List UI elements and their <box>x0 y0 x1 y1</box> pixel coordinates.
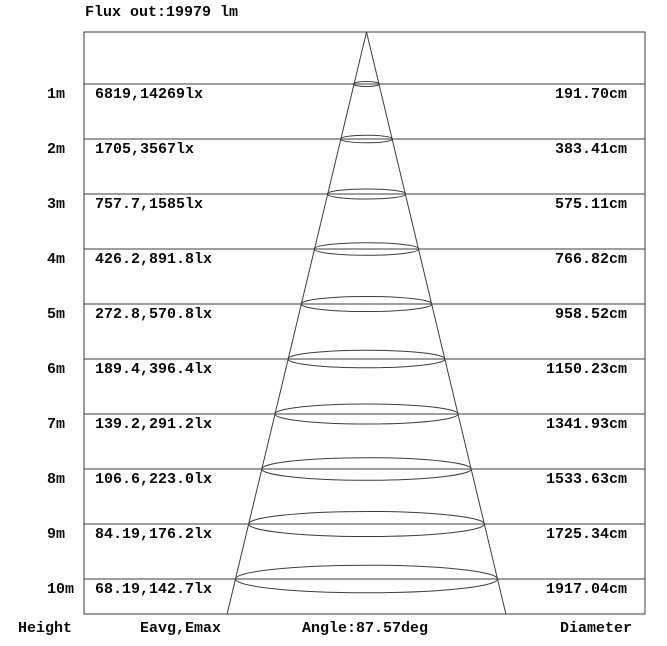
height-label: 6m <box>47 361 66 378</box>
height-label: 10m <box>47 581 75 598</box>
eavg-emax-value: 426.2,891.8lx <box>95 251 213 268</box>
diameter-value: 958.52cm <box>554 306 627 323</box>
eavg-emax-value: 1705,3567lx <box>95 141 195 158</box>
diameter-value: 1150.23cm <box>545 361 627 378</box>
eavg-emax-value: 272.8,570.8lx <box>95 306 213 323</box>
height-label: 8m <box>47 471 66 488</box>
height-label: 1m <box>47 86 66 103</box>
height-label: 2m <box>47 141 66 158</box>
beam-angle-label: Angle:87.57deg <box>302 620 429 637</box>
diameter-value: 1917.04cm <box>545 581 627 598</box>
diameter-value: 1341.93cm <box>545 416 627 433</box>
diameter-value: 575.11cm <box>554 196 627 213</box>
column-label-eavg-emax: Eavg,Emax <box>140 620 222 637</box>
eavg-emax-value: 139.2,291.2lx <box>95 416 213 433</box>
height-label: 3m <box>47 196 66 213</box>
eavg-emax-value: 84.19,176.2lx <box>95 526 213 543</box>
beam-spot-ellipse <box>339 134 394 144</box>
cone-left-edge <box>226 31 367 615</box>
height-label: 7m <box>47 416 66 433</box>
eavg-emax-value: 106.6,223.0lx <box>95 471 213 488</box>
height-label: 4m <box>47 251 66 268</box>
height-label: 9m <box>47 526 66 543</box>
flux-out-label: Flux out:19979 lm <box>85 4 239 21</box>
diameter-value: 766.82cm <box>554 251 627 268</box>
diameter-value: 1725.34cm <box>545 526 627 543</box>
beam-spot-ellipse <box>352 80 381 88</box>
diagram-border <box>83 31 646 615</box>
column-label-height: Height <box>18 620 73 637</box>
eavg-emax-value: 6819,14269lx <box>95 86 204 103</box>
diameter-value: 191.70cm <box>554 86 627 103</box>
eavg-emax-value: 757.7,1585lx <box>95 196 204 213</box>
column-label-diameter: Diameter <box>560 620 633 637</box>
eavg-emax-value: 189.4,396.4lx <box>95 361 213 378</box>
cone-right-edge <box>366 31 507 615</box>
diameter-value: 383.41cm <box>554 141 627 158</box>
eavg-emax-value: 68.19,142.7lx <box>95 581 213 598</box>
diameter-value: 1533.63cm <box>545 471 627 488</box>
height-label: 5m <box>47 306 66 323</box>
